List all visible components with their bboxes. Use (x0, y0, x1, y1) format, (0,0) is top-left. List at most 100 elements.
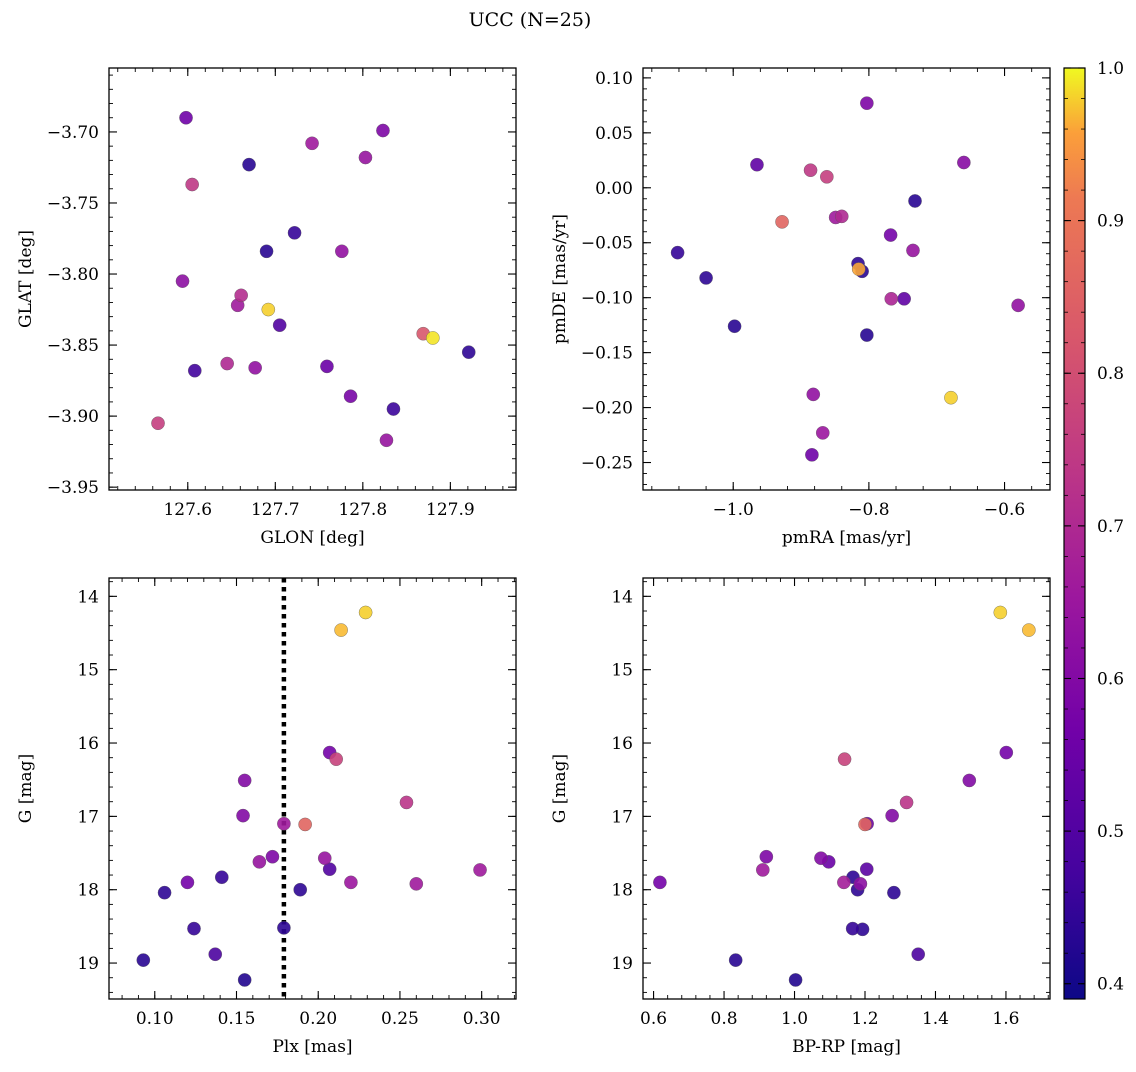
data-point (358, 605, 373, 620)
data-point (911, 947, 925, 962)
y-tick-label: −0.15 (581, 344, 633, 364)
data-point (379, 433, 394, 448)
x-tick-label: 0.25 (381, 1009, 419, 1029)
data-point (885, 808, 899, 823)
data-point (860, 328, 874, 342)
tick-marks (643, 68, 1050, 490)
data-point (814, 851, 828, 865)
y-tick-label: 17 (611, 807, 633, 827)
y-tick-label: 0.00 (595, 179, 633, 199)
y-tick-label: 19 (77, 954, 99, 974)
data-point (317, 851, 332, 865)
data-point (265, 849, 280, 864)
x-tick-label: −1.0 (713, 500, 754, 520)
data-point (287, 226, 302, 240)
data-point (236, 808, 250, 823)
data-point (853, 877, 868, 891)
data-point (728, 953, 743, 967)
data-point (136, 953, 151, 967)
data-point (358, 150, 373, 165)
colorbar-tick-label: 0.6 (1097, 669, 1124, 689)
data-point (399, 795, 414, 810)
data-point (883, 228, 898, 242)
y-tick-label: −3.70 (47, 123, 99, 143)
y-tick-label: 15 (77, 661, 99, 681)
data-point (335, 244, 349, 259)
y-tick-label: 16 (611, 734, 633, 754)
y-tick-label: 18 (611, 881, 633, 901)
x-tick-label: 127.6 (163, 500, 212, 520)
data-point (252, 855, 267, 869)
panel-glon-glat: 127.6 127.7 127.8 127.9 −3.70 −3.75 −3.80 −3.85… (16, 67, 517, 548)
data-point (858, 817, 872, 832)
data-point (837, 752, 852, 766)
data-point (906, 243, 920, 258)
data-point (805, 448, 819, 462)
x-axis-label: GLON [deg] (260, 528, 364, 548)
tick-marks (109, 578, 516, 999)
data-point (699, 271, 713, 285)
data-point (859, 862, 874, 876)
data-point (884, 292, 899, 306)
colorbar-tick-label: 1.0 (1097, 59, 1124, 79)
data-point (944, 390, 958, 405)
y-tick-label: −3.80 (47, 265, 99, 285)
data-point (473, 863, 487, 877)
figure-title: UCC (N=25) (469, 9, 592, 31)
data-point (259, 244, 274, 259)
data-point (343, 389, 358, 403)
y-tick-label: 14 (77, 587, 99, 607)
x-tick-label: 0.15 (218, 1009, 256, 1029)
data-point (344, 875, 358, 890)
y-tick-label: −3.95 (47, 478, 99, 498)
colorbar-tick-label: 0.5 (1097, 822, 1124, 842)
data-point (803, 163, 818, 177)
tick-marks (109, 68, 516, 490)
axes-frame (108, 67, 517, 491)
data-point (237, 973, 252, 987)
x-tick-label: 0.8 (711, 1009, 738, 1029)
data-point (305, 136, 319, 151)
data-point (860, 96, 874, 110)
scatter-points (151, 110, 476, 448)
data-point (806, 387, 821, 402)
colorbar-tick-label: 0.8 (1097, 364, 1124, 384)
x-tick-label: 0.6 (640, 1009, 667, 1029)
x-axis-label: BP-RP [mag] (792, 1037, 901, 1057)
data-point (151, 416, 165, 430)
data-point (887, 885, 901, 900)
x-axis-label: Plx [mas] (272, 1037, 352, 1057)
x-tick-label: 0.20 (299, 1009, 337, 1029)
scatter-points (136, 605, 487, 987)
data-point (175, 274, 190, 288)
panel-plx-g: 0.10 0.15 0.20 0.25 0.30 14 15 16 17 18 19 Plx [mas… (16, 577, 517, 1057)
data-point (376, 123, 390, 138)
data-point (248, 361, 262, 375)
data-point (272, 318, 287, 332)
data-point (293, 882, 308, 897)
y-tick-label: 17 (77, 807, 99, 827)
data-point (242, 157, 256, 172)
data-point (1011, 298, 1025, 313)
data-point (845, 921, 860, 936)
x-tick-label: 1.6 (992, 1009, 1019, 1029)
data-point (1022, 623, 1036, 637)
data-point (179, 110, 193, 125)
data-point (188, 363, 202, 378)
y-axis-label: pmDE [mas/yr] (550, 214, 570, 344)
y-tick-label: −0.20 (581, 399, 633, 419)
y-tick-label: 19 (611, 954, 633, 974)
axes-frame (642, 67, 1051, 491)
data-point (461, 345, 476, 359)
data-point (670, 245, 685, 260)
data-point (834, 209, 849, 224)
data-point (329, 752, 343, 766)
y-tick-label: −0.05 (581, 234, 633, 254)
data-point (386, 402, 401, 416)
data-point (897, 292, 911, 306)
y-axis-label: G [mag] (550, 754, 570, 823)
y-tick-label: 0.10 (595, 69, 633, 89)
x-tick-label: −0.8 (848, 500, 889, 520)
x-tick-label: 1.0 (781, 1009, 808, 1029)
